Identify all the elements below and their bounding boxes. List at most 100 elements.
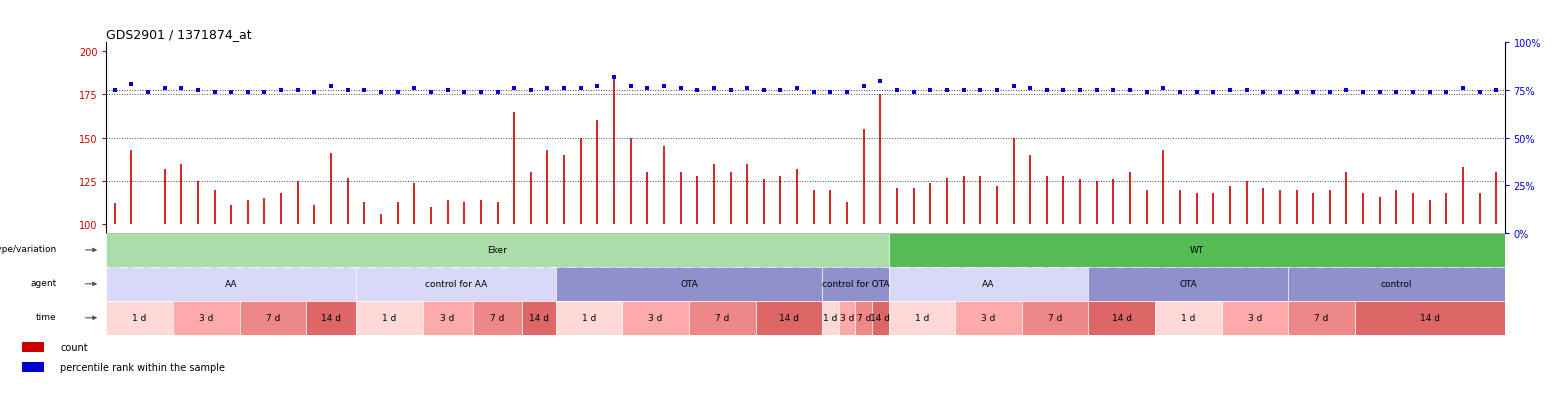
Bar [555, 301, 622, 335]
Text: 1 d: 1 d [1181, 313, 1195, 323]
Point [535, 85, 560, 92]
Bar [239, 301, 307, 335]
Bar [823, 301, 838, 335]
Point [652, 84, 677, 90]
Point [1484, 88, 1509, 94]
Point [1001, 84, 1026, 90]
Point [1317, 90, 1342, 96]
Point [285, 88, 310, 94]
Point [335, 88, 360, 94]
Bar [956, 301, 1021, 335]
Text: 1 d: 1 d [582, 313, 596, 323]
Point [485, 90, 510, 96]
Point [136, 90, 161, 96]
Point [169, 85, 194, 92]
Bar [522, 301, 555, 335]
Bar [106, 267, 357, 301]
Bar [1156, 301, 1221, 335]
Point [1051, 88, 1076, 94]
Point [1417, 90, 1442, 96]
Text: AA: AA [982, 280, 995, 289]
Text: 3 d: 3 d [649, 313, 663, 323]
Text: 7 d: 7 d [1048, 313, 1062, 323]
Bar [357, 267, 555, 301]
Point [319, 84, 344, 90]
Bar [1289, 301, 1354, 335]
Point [1467, 90, 1492, 96]
Point [851, 84, 876, 90]
Text: Eker: Eker [488, 246, 507, 255]
Text: 7 d: 7 d [1314, 313, 1329, 323]
Text: OTA: OTA [1179, 280, 1196, 289]
Point [1167, 90, 1192, 96]
Bar [856, 301, 873, 335]
Text: genotype/variation: genotype/variation [0, 244, 56, 253]
Point [402, 85, 427, 92]
Point [152, 85, 177, 92]
Text: 7 d: 7 d [491, 313, 505, 323]
Point [951, 88, 976, 94]
Point [1301, 90, 1326, 96]
Text: percentile rank within the sample: percentile rank within the sample [59, 362, 225, 372]
Bar [1221, 301, 1289, 335]
Point [102, 88, 127, 94]
Text: 14 d: 14 d [779, 313, 799, 323]
Point [835, 90, 860, 96]
Point [568, 85, 593, 92]
Bar [838, 301, 856, 335]
Text: agent: agent [31, 278, 56, 287]
Text: 3 d: 3 d [199, 313, 213, 323]
Point [1201, 90, 1226, 96]
Point [435, 88, 460, 94]
Point [468, 90, 493, 96]
Text: 3 d: 3 d [1248, 313, 1262, 323]
Point [385, 90, 410, 96]
Bar [106, 233, 888, 267]
Point [901, 90, 926, 96]
Point [552, 85, 577, 92]
Point [618, 84, 643, 90]
Text: 14 d: 14 d [1420, 313, 1440, 323]
Bar [888, 233, 1505, 267]
Point [352, 88, 377, 94]
Point [1267, 90, 1292, 96]
Point [119, 82, 144, 88]
Bar [690, 301, 755, 335]
Point [1068, 88, 1093, 94]
Text: count: count [59, 342, 88, 352]
Point [768, 88, 793, 94]
Text: 1 d: 1 d [382, 313, 397, 323]
Point [735, 85, 760, 92]
Bar [1089, 267, 1289, 301]
Text: 14 d: 14 d [529, 313, 549, 323]
Point [918, 88, 943, 94]
Bar [472, 301, 522, 335]
Text: 7 d: 7 d [715, 313, 729, 323]
Text: 1 d: 1 d [915, 313, 929, 323]
Point [885, 88, 910, 94]
Text: OTA: OTA [680, 280, 698, 289]
Point [718, 88, 743, 94]
Point [518, 88, 543, 94]
Text: WT: WT [1190, 246, 1204, 255]
Bar [622, 301, 688, 335]
Point [502, 85, 527, 92]
Point [934, 88, 959, 94]
Text: 1 d: 1 d [133, 313, 147, 323]
Point [1234, 88, 1259, 94]
Point [1101, 88, 1126, 94]
Point [685, 88, 710, 94]
Point [818, 90, 843, 96]
Text: 3 d: 3 d [840, 313, 854, 323]
Text: 14 d: 14 d [1112, 313, 1132, 323]
Point [452, 90, 477, 96]
Bar [307, 301, 357, 335]
Point [1151, 85, 1176, 92]
Point [419, 90, 444, 96]
Bar [555, 267, 823, 301]
Point [635, 85, 660, 92]
Point [219, 90, 244, 96]
Point [1034, 88, 1059, 94]
Bar [22, 362, 44, 372]
Bar [1089, 301, 1154, 335]
